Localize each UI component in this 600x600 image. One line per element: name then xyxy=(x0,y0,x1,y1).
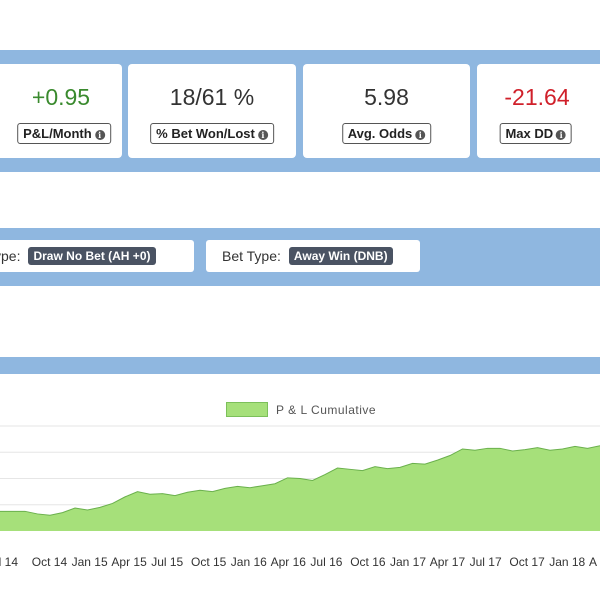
stat-card-bet-won-lost: 18/61 % % Bet Won/Lost i xyxy=(128,64,296,158)
x-tick-label: Jan 17 xyxy=(390,555,426,569)
pnl-line xyxy=(0,445,600,516)
x-tick-label: A xyxy=(589,555,597,569)
x-tick-label: Apr 15 xyxy=(111,555,147,569)
filter-tag[interactable]: Draw No Bet (AH +0) xyxy=(28,247,156,265)
stat-label[interactable]: % Bet Won/Lost i xyxy=(150,123,274,144)
stat-value: 18/61 % xyxy=(169,84,255,110)
legend-swatch xyxy=(226,402,268,417)
x-tick-label: Apr 17 xyxy=(430,555,466,569)
stat-label-text: Avg. Odds xyxy=(347,126,413,141)
stat-label[interactable]: Avg. Odds i xyxy=(341,123,432,144)
filter-label: Bet Type: xyxy=(222,248,281,264)
x-tick-label: Jul 15 xyxy=(151,555,183,569)
stat-value: -21.64 xyxy=(504,84,570,110)
stat-card-avg-odds: 5.98 Avg. Odds i xyxy=(303,64,470,158)
info-icon[interactable]: i xyxy=(415,129,426,140)
stat-card-pnl-month: +0.95 P&L/Month i xyxy=(0,64,122,158)
x-tick-label: Oct 17 xyxy=(509,555,545,569)
stat-label-text: % Bet Won/Lost xyxy=(156,126,255,141)
stat-value: +0.95 xyxy=(31,84,91,110)
x-tick-label: Jul 17 xyxy=(470,555,502,569)
filter-market[interactable]: ype: Draw No Bet (AH +0) xyxy=(0,240,194,272)
stat-label[interactable]: Max DD i xyxy=(499,123,573,144)
x-tick-label: ul 14 xyxy=(0,555,18,569)
stat-label[interactable]: P&L/Month i xyxy=(17,123,111,144)
stat-value: 5.98 xyxy=(364,84,409,110)
x-tick-label: Oct 14 xyxy=(32,555,68,569)
x-tick-label: Jan 18 xyxy=(549,555,585,569)
filter-bet-type[interactable]: Bet Type: Away Win (DNB) xyxy=(206,240,420,272)
pnl-area xyxy=(0,445,600,531)
x-tick-label: Oct 15 xyxy=(191,555,227,569)
filter-tag[interactable]: Away Win (DNB) xyxy=(288,247,393,265)
stats-band: +0.95 P&L/Month i 18/61 % % Bet Won/Lost i… xyxy=(0,50,600,172)
info-icon[interactable]: i xyxy=(556,129,567,140)
chart-legend[interactable]: P & L Cumulative xyxy=(226,402,376,417)
bet-type-band: ype: Draw No Bet (AH +0) Bet Type: Away … xyxy=(0,228,600,286)
stat-label-text: Max DD xyxy=(505,126,554,141)
info-icon[interactable]: i xyxy=(94,129,105,140)
stat-card-max-dd: -21.64 Max DD i xyxy=(477,64,600,158)
stat-label-text: P&L/Month xyxy=(23,126,92,141)
info-icon[interactable]: i xyxy=(257,129,268,140)
x-tick-label: Jan 15 xyxy=(72,555,108,569)
x-tick-label: Apr 16 xyxy=(271,555,307,569)
legend-label: P & L Cumulative xyxy=(276,402,377,417)
x-tick-label: Jan 16 xyxy=(231,555,267,569)
filter-label: ype: xyxy=(0,248,21,264)
x-tick-label: Jul 16 xyxy=(310,555,342,569)
x-tick-label: Oct 16 xyxy=(350,555,386,569)
